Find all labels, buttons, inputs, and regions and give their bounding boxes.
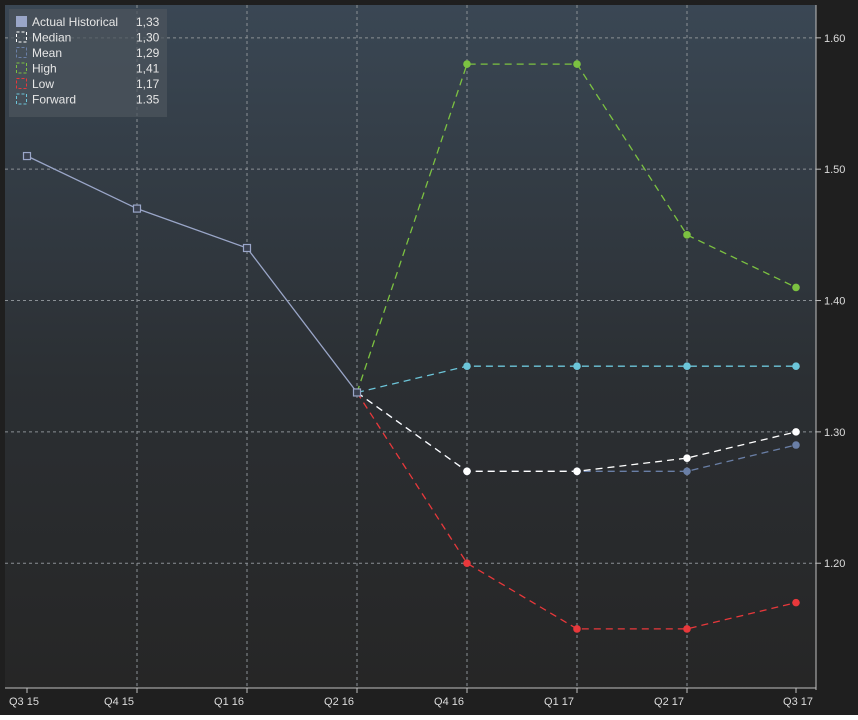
x-tick-label: Q4 16 <box>434 696 464 708</box>
data-point-low <box>792 598 800 607</box>
series-line-actual-historical <box>26 155 358 393</box>
y-tick-label: 1.50 <box>824 164 845 176</box>
legend-label-low: Low <box>32 77 54 91</box>
data-point-low <box>683 625 691 633</box>
x-tick-label: Q1 17 <box>544 696 574 708</box>
data-point-forward <box>792 362 800 371</box>
data-point-high <box>792 283 800 292</box>
x-tick-label: Q3 17 <box>783 696 813 708</box>
data-point-forward <box>683 362 691 371</box>
data-point-high <box>683 231 691 239</box>
x-tick-label: Q2 17 <box>654 696 684 708</box>
data-point-low <box>573 625 581 633</box>
data-point-actual-historical <box>352 388 362 397</box>
legend-value-forward: 1.35 <box>136 93 160 107</box>
legend-swatch-low <box>16 78 27 89</box>
y-axis: 1.60 1.50 1.40 1.30 1.20 <box>816 33 845 570</box>
x-tick-label: Q2 16 <box>324 696 354 708</box>
legend-label-median: Median <box>32 31 71 45</box>
legend-value-high: 1,41 <box>136 62 160 76</box>
legend-value-low: 1,17 <box>136 77 160 91</box>
data-point-median <box>792 428 800 436</box>
data-point-high <box>573 60 581 68</box>
legend-swatch-mean <box>16 47 27 58</box>
x-tick-label: Q1 16 <box>214 696 244 708</box>
y-tick-label: 1.40 <box>824 296 845 308</box>
data-point-forward <box>573 362 581 371</box>
legend: Actual Historical 1,33 Median 1,30 Mean 1,29 H… <box>9 9 167 117</box>
legend-label-forward: Forward <box>32 93 76 107</box>
data-point-median <box>463 467 471 476</box>
data-point-actual-historical <box>242 243 252 253</box>
y-tick-label: 1.30 <box>824 427 845 439</box>
data-point-mean <box>683 467 691 476</box>
series-line-low <box>356 392 797 630</box>
legend-value-median: 1,30 <box>136 31 160 45</box>
data-point-forward <box>463 362 471 371</box>
data-point-median <box>683 454 691 462</box>
legend-label-high: High <box>32 62 57 76</box>
y-tick-label: 1.20 <box>824 558 845 570</box>
data-point-actual-historical <box>22 151 32 161</box>
x-axis: Q3 15 Q4 15 Q1 16 Q2 16 Q4 16 Q1 17 Q2 17 Q3 17 <box>9 688 813 708</box>
legend-box <box>9 9 167 117</box>
legend-swatch-forward <box>16 93 27 105</box>
legend-swatch-median <box>16 31 27 43</box>
plot-area <box>5 5 816 688</box>
data-point-actual-historical <box>132 204 142 213</box>
data-point-high <box>463 60 471 68</box>
x-tick-label: Q3 15 <box>9 696 39 708</box>
series <box>22 60 800 633</box>
legend-swatch-actual-historical <box>16 16 27 27</box>
legend-value-mean: 1,29 <box>136 46 160 60</box>
data-point-mean <box>792 441 800 449</box>
legend-value-actual-historical: 1,33 <box>136 15 160 29</box>
legend-label-mean: Mean <box>32 46 62 60</box>
x-tick-label: Q4 15 <box>104 696 134 708</box>
legend-label-actual-historical: Actual Historical <box>32 15 118 29</box>
legend-swatch-high <box>16 62 27 74</box>
y-tick-label: 1.60 <box>824 33 845 45</box>
data-point-median <box>573 467 581 476</box>
data-point-low <box>463 559 471 568</box>
series-line-forward <box>356 365 796 394</box>
